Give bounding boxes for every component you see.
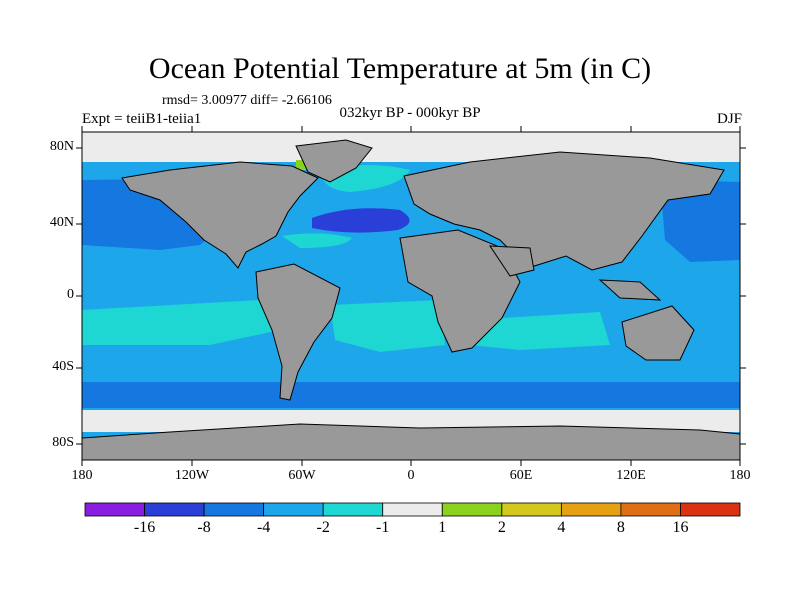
- experiment-label: Expt = teiiB1-teiia1: [82, 111, 202, 127]
- ocean-zone-sargasso: [282, 233, 352, 248]
- land-eurasia: [403, 151, 725, 271]
- lat-label: 40S: [52, 359, 74, 374]
- period-label: 032kyr BP - 000kyr BP: [339, 105, 481, 121]
- colorbar-swatch: [203, 502, 265, 517]
- land-north-america: [121, 161, 319, 269]
- stats-text: rmsd= 3.00977 diff= -2.66106: [162, 93, 332, 108]
- colorbar-label: 8: [616, 519, 625, 536]
- colorbar-swatch: [620, 502, 681, 517]
- colorbar-swatch: [560, 502, 622, 517]
- colorbar-label: -8: [197, 519, 211, 536]
- colorbar-swatch: [501, 502, 562, 517]
- colorbar-swatch: [680, 502, 741, 517]
- lat-label: 40N: [49, 215, 74, 230]
- ocean-zone-east-pacific: [82, 300, 280, 345]
- lon-label: 120W: [174, 468, 210, 483]
- colorbar-label: 16: [672, 519, 689, 536]
- lon-label: 60E: [509, 468, 533, 483]
- colorbar-label: -2: [316, 519, 330, 536]
- colorbar-label: 4: [557, 519, 566, 536]
- colorbar: [84, 502, 741, 517]
- season-label: DJF: [716, 111, 742, 127]
- axis-ticks: [76, 126, 746, 466]
- lat-label: 80S: [52, 435, 74, 450]
- colorbar-label: -4: [256, 519, 271, 536]
- colorbar-label: -16: [133, 519, 156, 536]
- land-greenland: [295, 139, 373, 183]
- colorbar-swatch: [144, 502, 205, 517]
- ocean-zone-south-atlantic: [330, 300, 445, 352]
- colorbar-swatch: [263, 502, 324, 517]
- colorbar-label: 1: [438, 519, 447, 536]
- colorbar-label: 2: [497, 519, 506, 536]
- ocean-zone-nw-pacific: [660, 180, 740, 262]
- colorbar-swatch: [441, 502, 503, 517]
- lon-label: 180: [729, 468, 751, 483]
- ocean-zone-south-indian: [470, 312, 610, 350]
- lon-label: 120E: [616, 468, 646, 483]
- land-arabia: [489, 245, 535, 277]
- figure-title: Ocean Potential Temperature at 5m (in C): [148, 52, 652, 85]
- lon-label: 60W: [288, 468, 316, 483]
- lon-label: 180: [71, 468, 93, 483]
- land-south-america: [255, 263, 341, 401]
- map-panel: [76, 126, 746, 466]
- colorbar-swatch: [322, 502, 384, 517]
- colorbar-label: -1: [376, 519, 390, 536]
- land-indonesia: [598, 279, 662, 301]
- colorbar-swatch: [84, 502, 145, 517]
- ocean-zone-north-atlantic: [312, 208, 410, 233]
- lat-label: 0: [67, 287, 74, 302]
- ocean-zone-southern-ocean: [82, 382, 740, 408]
- lat-label: 80N: [49, 139, 74, 154]
- lon-label: 0: [407, 468, 415, 483]
- colorbar-swatch: [382, 502, 443, 517]
- land-australia: [621, 305, 695, 361]
- continents: [81, 139, 741, 461]
- land-africa: [399, 229, 521, 353]
